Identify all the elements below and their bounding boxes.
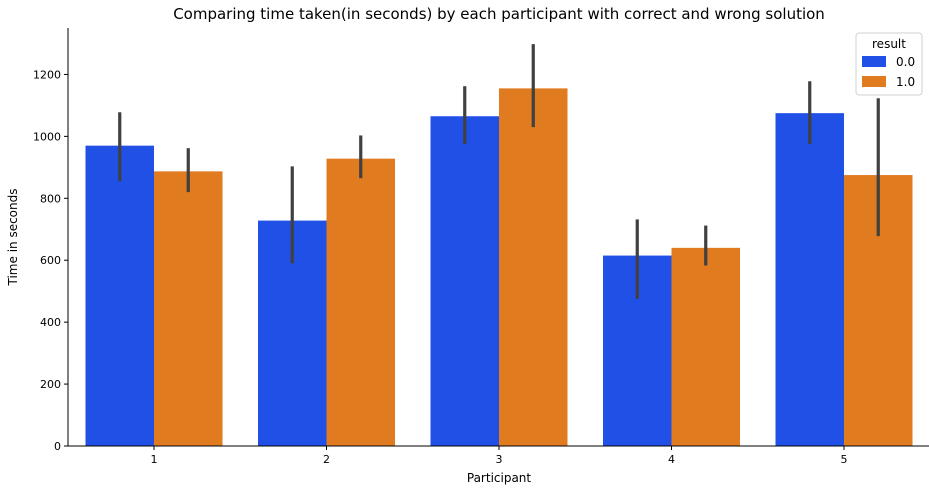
y-tick-label: 200 (40, 378, 61, 391)
bar-p1-s1 (154, 171, 223, 446)
bar-p5-s0 (775, 113, 844, 447)
y-tick-label: 600 (40, 254, 61, 267)
chart-title: Comparing time taken(in seconds) by each… (173, 5, 825, 23)
bar-p4-s1 (671, 247, 740, 446)
y-tick-label: 0 (54, 440, 61, 453)
bar-p3-s1 (499, 88, 568, 446)
legend-title: result (872, 37, 906, 51)
error-bars-group (118, 44, 880, 299)
bar-p1-s0 (85, 145, 154, 447)
legend-swatch-0 (862, 56, 886, 67)
x-tick-label: 5 (841, 453, 848, 466)
x-ticks-group: 1 2 3 4 5 (151, 446, 848, 466)
legend-label-1: 1.0 (896, 75, 915, 89)
x-tick-label: 3 (496, 453, 503, 466)
x-tick-label: 2 (323, 453, 330, 466)
y-axis-label: Time in seconds (6, 189, 20, 287)
y-ticks-group: 0 200 400 600 800 1000 1200 (33, 68, 68, 453)
bar-p3-s0 (430, 116, 499, 446)
y-tick-label: 1200 (33, 68, 61, 81)
bar-p2-s1 (326, 158, 395, 446)
y-tick-label: 1000 (33, 130, 61, 143)
y-tick-label: 800 (40, 192, 61, 205)
bars-group (85, 88, 913, 447)
x-tick-label: 4 (668, 453, 675, 466)
x-axis-label: Participant (467, 471, 532, 485)
legend-label-0: 0.0 (896, 55, 915, 69)
x-tick-label: 1 (151, 453, 158, 466)
legend: result 0.0 1.0 (855, 32, 923, 96)
legend-swatch-1 (862, 76, 886, 87)
y-tick-label: 400 (40, 316, 61, 329)
